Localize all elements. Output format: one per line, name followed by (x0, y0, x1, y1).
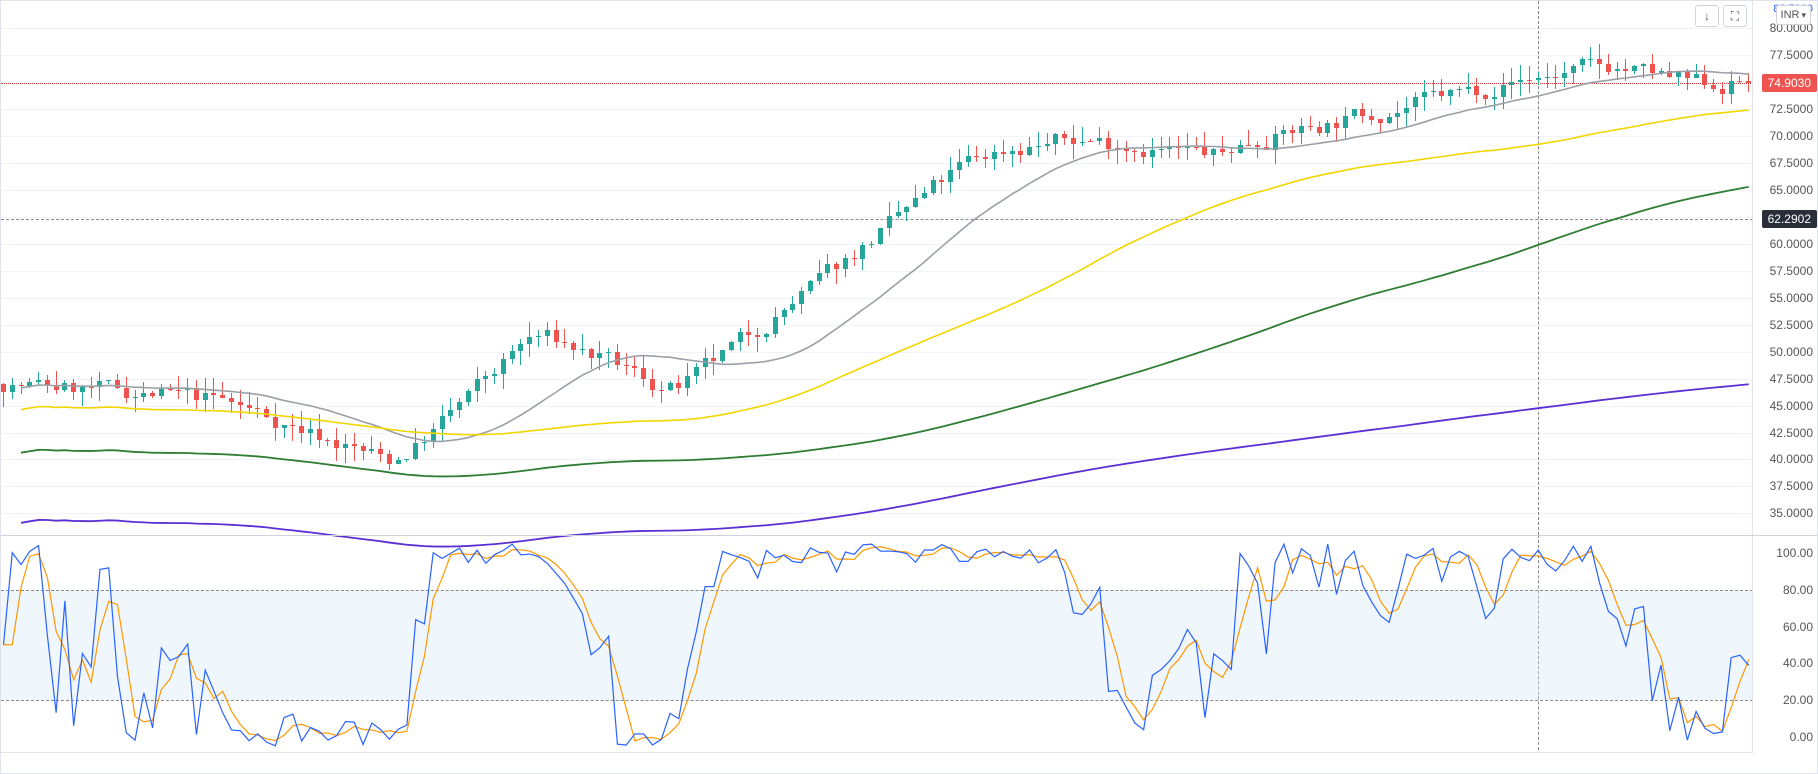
price-tick-label: 67.5000 (1770, 156, 1813, 170)
pane-separator[interactable] (1, 535, 1817, 536)
indicator-y-axis[interactable]: 0.00 20.00 40.00 60.00 80.00 100.00 (1752, 535, 1817, 755)
currency-label: INR (1781, 9, 1800, 21)
indicator-tick-label: 0.00 (1790, 730, 1813, 744)
price-tick-label: 50.0000 (1770, 345, 1813, 359)
price-tick-label: 45.0000 (1770, 399, 1813, 413)
indicator-tick-label: 20.00 (1783, 693, 1813, 707)
stochastic-pane[interactable] (1, 535, 1753, 755)
snapshot-button[interactable]: ↓ (1695, 5, 1719, 27)
price-tick-label: 72.5000 (1770, 102, 1813, 116)
price-tick-label: 57.5000 (1770, 264, 1813, 278)
currency-selector[interactable]: INR ▾ (1776, 5, 1811, 25)
chevron-down-icon: ▾ (1801, 10, 1806, 21)
price-tick-label: 40.0000 (1770, 452, 1813, 466)
download-arrow-icon: ↓ (1704, 9, 1710, 23)
price-tick-label: 77.5000 (1770, 48, 1813, 62)
stochastic-k-line (4, 544, 1749, 746)
ma-line-20 (21, 71, 1749, 441)
chart-toolbar: ↓ ⛶ (1695, 5, 1747, 27)
price-tick-label: 65.0000 (1770, 183, 1813, 197)
crosshair-price-badge: 62.2902 (1762, 210, 1817, 228)
ma-line-100 (21, 187, 1749, 477)
fullscreen-button[interactable]: ⛶ (1723, 5, 1747, 27)
indicator-tick-label: 60.00 (1783, 620, 1813, 634)
price-tick-label: 70.0000 (1770, 129, 1813, 143)
fullscreen-icon: ⛶ (1731, 9, 1739, 24)
price-tick-label: 60.0000 (1770, 237, 1813, 251)
price-tick-label: 52.5000 (1770, 318, 1813, 332)
ma-line-200 (21, 384, 1749, 546)
price-tick-label: 37.5000 (1770, 479, 1813, 493)
stochastic-lines (1, 535, 1755, 755)
price-tick-label: 55.0000 (1770, 291, 1813, 305)
price-tick-label: 35.0000 (1770, 506, 1813, 520)
ma-line-50 (21, 110, 1749, 435)
time-axis[interactable] (1, 752, 1753, 773)
price-pane[interactable] (1, 1, 1753, 535)
price-y-axis[interactable]: 35.0000 37.5000 40.0000 42.5000 45.0000 47.50… (1752, 1, 1817, 535)
indicator-tick-label: 100.00 (1776, 546, 1813, 560)
stochastic-d-line (4, 547, 1749, 741)
price-tick-label: 42.5000 (1770, 426, 1813, 440)
price-tick-label: 47.5000 (1770, 372, 1813, 386)
indicator-tick-label: 80.00 (1783, 583, 1813, 597)
last-price-badge: 74.9030 (1762, 74, 1817, 92)
indicator-tick-label: 40.00 (1783, 656, 1813, 670)
chart-container: 35.0000 37.5000 40.0000 42.5000 45.0000 47.50… (0, 0, 1818, 774)
ma-overlay (1, 1, 1755, 535)
